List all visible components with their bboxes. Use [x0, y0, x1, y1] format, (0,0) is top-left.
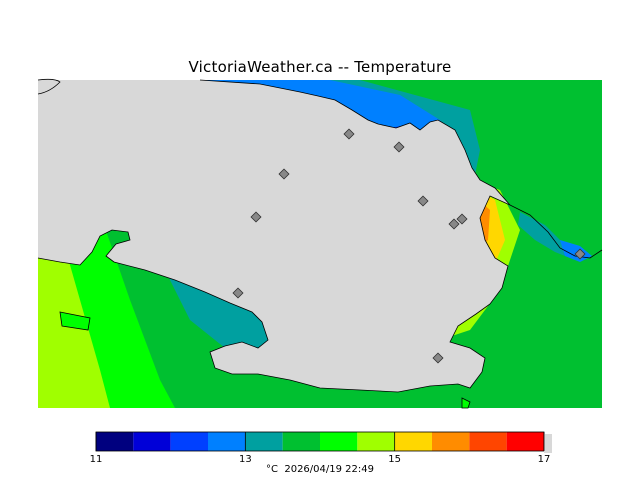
station-marker[interactable]: [343, 128, 355, 140]
color-legend-ticks: [95, 432, 545, 451]
station-marker[interactable]: [448, 218, 460, 230]
legend-swatch: [282, 432, 320, 451]
station-marker[interactable]: [574, 248, 586, 260]
legend-swatch: [394, 432, 432, 451]
legend-swatch: [96, 432, 134, 451]
island-south: [461, 397, 471, 409]
map-caption: °C 2026/04/19 22:49: [0, 464, 640, 475]
station-markers: [232, 128, 586, 364]
island-west: [59, 311, 91, 331]
legend-tick-label: 11: [89, 454, 103, 465]
station-marker[interactable]: [393, 141, 405, 153]
station-marker[interactable]: [456, 213, 468, 225]
coastline-corner: [37, 78, 61, 95]
station-marker[interactable]: [232, 287, 244, 299]
timestamp: 2026/04/19 22:49: [284, 464, 374, 475]
legend-tick-label: 13: [238, 454, 252, 465]
contour-band-12.5-tip: [560, 240, 592, 262]
station-marker[interactable]: [278, 168, 290, 180]
legend-swatch: [469, 432, 507, 451]
station-marker[interactable]: [417, 195, 429, 207]
legend-swatch: [208, 432, 246, 451]
color-legend-bar: [96, 432, 544, 451]
map-title: VictoriaWeather.ca -- Temperature: [188, 58, 452, 76]
legend-swatch: [170, 432, 208, 451]
legend-swatch: [133, 432, 171, 451]
coastline-north: [199, 79, 511, 206]
legend-swatch: [245, 432, 283, 451]
legend-swatch: [320, 432, 358, 451]
station-marker[interactable]: [250, 211, 262, 223]
legend-swatch: [357, 432, 395, 451]
unit-label: °C: [266, 464, 278, 475]
legend-shadow: [544, 434, 552, 453]
legend-tick-label: 15: [388, 454, 402, 465]
legend-swatch: [506, 432, 544, 451]
coastline-south: [37, 195, 603, 393]
legend-swatch: [432, 432, 470, 451]
station-marker[interactable]: [432, 352, 444, 364]
legend-tick-label: 17: [537, 454, 551, 465]
